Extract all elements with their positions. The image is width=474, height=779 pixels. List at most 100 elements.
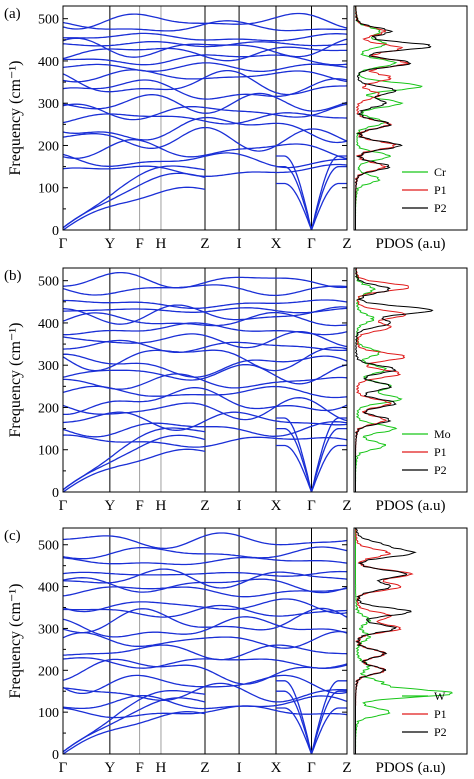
kpoint-label: Z xyxy=(342,760,351,776)
kpoint-label: H xyxy=(156,760,167,776)
band-frame xyxy=(62,5,348,231)
optical-branch xyxy=(63,284,347,297)
optical-branch xyxy=(63,586,347,598)
optical-branch xyxy=(63,40,347,48)
optical-branch xyxy=(63,32,347,42)
kpoint-label: X xyxy=(271,760,282,776)
band-frame xyxy=(62,527,348,755)
kpoint-label: X xyxy=(271,498,282,514)
kpoint-label: I xyxy=(237,236,242,252)
kpoint-label: Γ xyxy=(59,236,68,252)
optical-branch xyxy=(63,346,347,372)
pdos-panel: PDOS (a.u) W P1 P2 xyxy=(353,527,468,776)
y-tick-label: 400 xyxy=(38,55,59,70)
legend-label: P2 xyxy=(434,725,447,739)
optical-branch xyxy=(63,307,347,314)
optical-branch xyxy=(63,616,347,638)
optical-branch xyxy=(63,62,347,73)
legend-label: P1 xyxy=(434,183,447,197)
optical-branch xyxy=(63,570,347,577)
optical-branch xyxy=(63,532,347,550)
optical-branch xyxy=(63,20,347,32)
pdos-x-label: PDOS (a.u) xyxy=(376,760,446,776)
acoustic-branch xyxy=(63,186,206,230)
optical-branch xyxy=(63,103,347,121)
optical-branch xyxy=(63,126,347,152)
y-tick-label: 100 xyxy=(38,182,59,197)
kpoint-label: Γ xyxy=(59,498,68,514)
optical-branch xyxy=(63,694,347,710)
pdos-frame xyxy=(353,527,468,755)
y-tick-label: 0 xyxy=(52,486,59,501)
pdos-panel: PDOS (a.u) Mo P1 P2 xyxy=(353,267,468,514)
kpoint-label: Z xyxy=(200,498,209,514)
optical-branch xyxy=(63,556,347,566)
y-axis-title: Frequency (cm⁻¹) xyxy=(7,323,24,438)
acoustic-branch xyxy=(310,165,347,230)
pdos-x-label: PDOS (a.u) xyxy=(376,236,446,252)
acoustic-branch xyxy=(276,165,313,230)
kpoint-label: Z xyxy=(342,498,351,514)
acoustic-branch xyxy=(310,427,347,492)
optical-branch xyxy=(63,152,347,169)
pdos-series-w xyxy=(354,528,454,754)
y-tick-label: 300 xyxy=(38,97,59,112)
optical-branch xyxy=(63,434,347,448)
y-axis-title: Frequency (cm⁻¹) xyxy=(7,61,24,176)
optical-branch xyxy=(63,373,347,390)
optical-branch xyxy=(63,397,347,422)
y-tick-label: 200 xyxy=(38,139,59,154)
legend-label: P1 xyxy=(434,445,447,459)
optical-branch xyxy=(63,674,347,695)
optical-branch xyxy=(63,598,347,615)
legend-label: Cr xyxy=(434,165,446,179)
legend-label: W xyxy=(434,689,446,703)
optical-branch xyxy=(63,54,347,66)
y-tick-label: 500 xyxy=(38,275,59,290)
pdos-curves xyxy=(354,6,432,230)
acoustic-branch xyxy=(276,417,313,492)
pdos-series-cr xyxy=(354,6,423,230)
y-tick-label: 300 xyxy=(38,359,59,374)
kpoint-label: Γ xyxy=(59,760,68,776)
pdos-curves xyxy=(354,268,434,492)
y-tick-label: 500 xyxy=(38,13,59,28)
optical-branch xyxy=(63,630,347,649)
optical-branch xyxy=(63,411,347,431)
band-series xyxy=(63,532,347,754)
y-axis-title: Frequency (cm⁻¹) xyxy=(7,584,24,699)
kpoint-label: Z xyxy=(200,760,209,776)
kpoint-label: H xyxy=(156,498,167,514)
kpoint-label: Γ xyxy=(307,760,316,776)
optical-branch xyxy=(63,568,347,589)
pdos-series-p1 xyxy=(354,268,409,492)
optical-branch xyxy=(63,78,347,100)
kpoint-label: F xyxy=(136,760,144,776)
y-tick-label: 400 xyxy=(38,581,59,596)
optical-branch xyxy=(63,12,347,30)
kpoint-label: Z xyxy=(200,236,209,252)
legend-label: P2 xyxy=(434,201,447,215)
panel-label: (c) xyxy=(4,528,21,544)
acoustic-branch xyxy=(276,155,313,230)
acoustic-branch xyxy=(310,155,347,230)
optical-branch xyxy=(63,339,347,353)
optical-branch xyxy=(63,322,347,336)
band-frame xyxy=(62,267,348,493)
optical-branch xyxy=(63,658,347,685)
y-tick-label: 100 xyxy=(38,706,59,721)
pdos-frame xyxy=(353,5,468,231)
acoustic-branch xyxy=(276,680,313,754)
optical-branch xyxy=(63,69,347,83)
optical-branch xyxy=(63,299,347,309)
kpoint-label: Γ xyxy=(307,498,316,514)
optical-branch xyxy=(63,46,347,62)
pdos-series-p2 xyxy=(354,6,432,230)
optical-branch xyxy=(63,138,347,160)
optical-branch xyxy=(63,311,347,327)
acoustic-branch xyxy=(63,689,206,753)
kpoint-label: Z xyxy=(342,236,351,252)
optical-branch xyxy=(63,577,347,594)
kpoint-label: Y xyxy=(104,236,115,252)
y-tick-label: 0 xyxy=(52,748,59,763)
